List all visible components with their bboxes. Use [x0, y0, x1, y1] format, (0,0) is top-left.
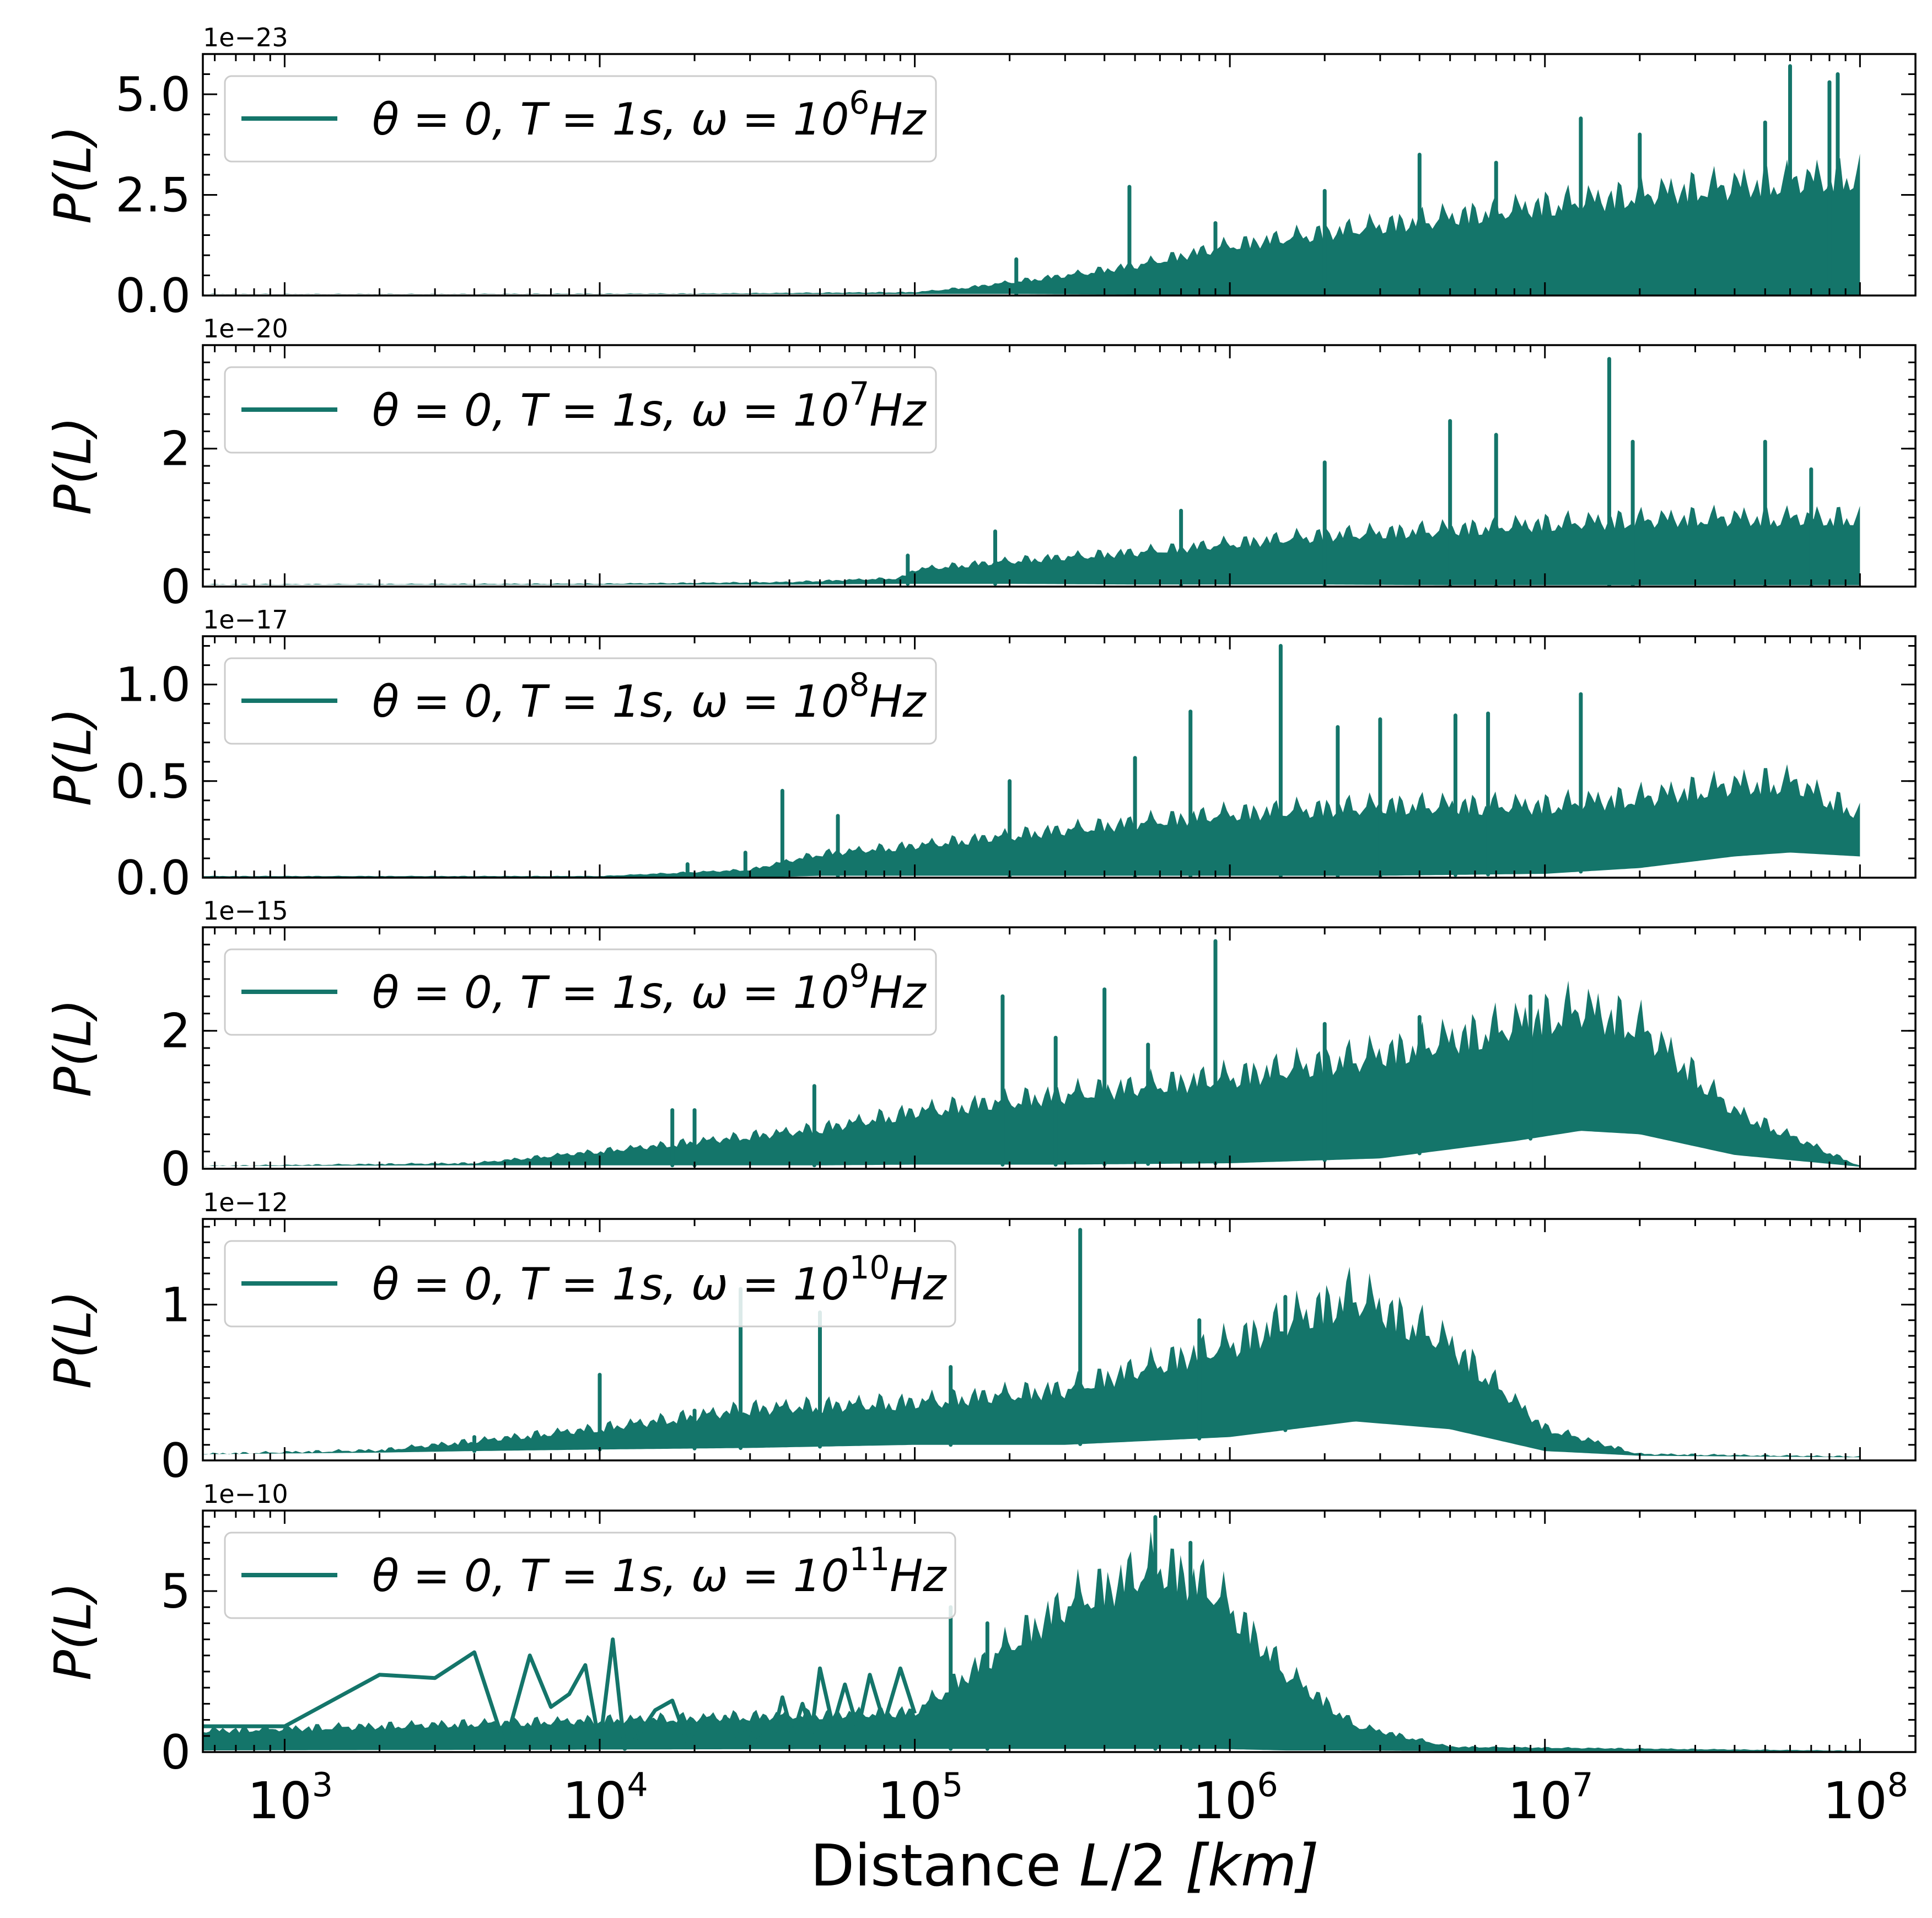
y-axis-label: P(L) — [44, 126, 103, 224]
axes-frame — [202, 1218, 1917, 1462]
offset-label: 1e−15 — [203, 896, 288, 926]
legend: θ = 0, T = 1s, ω = 1010Hz — [224, 1240, 956, 1328]
x-tick-label: 108 — [1823, 1766, 1908, 1830]
x-axis-label: Distance L/2 [km] — [810, 1832, 1319, 1899]
series-band — [203, 153, 1860, 296]
panel-6: 0 5 1e−10 P(L) θ = 0, T = 1s, ω = 1011Hz — [44, 1479, 1917, 1780]
legend-label: θ = 0, T = 1s, ω = 106Hz — [372, 84, 927, 145]
x-tick-label: 104 — [562, 1766, 648, 1830]
series-band — [203, 1266, 1860, 1458]
legend-box — [224, 366, 937, 454]
panel-3: 0.0 0.5 1.0 1e−17 P(L) θ = 0, T = 1s, ω = 108… — [44, 605, 1917, 906]
y-tick-label: 0.0 — [115, 268, 191, 324]
panel-4: 0 2 1e−15 P(L) θ = 0, T = 1s, ω = 109Hz — [44, 896, 1917, 1197]
legend-label: θ = 0, T = 1s, ω = 108Hz — [372, 666, 927, 727]
legend: θ = 0, T = 1s, ω = 1011Hz — [224, 1532, 956, 1619]
panel-1: 0.0 2.5 5.0 1e−23 P(L) θ = 0, T = 1s, ω = 106… — [44, 23, 1917, 324]
legend-box — [224, 948, 937, 1036]
legend-label: θ = 0, T = 1s, ω = 1011Hz — [372, 1540, 947, 1602]
axes-frame — [202, 635, 1917, 879]
panel-5: 0 1 1e−12 P(L) θ = 0, T = 1s, ω = 1010Hz — [44, 1188, 1917, 1489]
y-tick-label: 0 — [160, 1142, 191, 1197]
axes-frame — [202, 1509, 1917, 1753]
y-tick-label: 2 — [160, 1004, 191, 1059]
series-band — [203, 980, 1860, 1167]
offset-label: 1e−23 — [203, 23, 288, 52]
legend-label: θ = 0, T = 1s, ω = 107Hz — [372, 375, 927, 436]
series-band — [203, 504, 1860, 585]
plot-area — [203, 64, 1860, 296]
y-tick-label: 0 — [160, 1725, 191, 1780]
legend-box — [224, 1240, 956, 1328]
x-tick-label: 105 — [878, 1766, 963, 1830]
series-band — [203, 764, 1860, 878]
legend-box — [224, 657, 937, 745]
y-axis-label: P(L) — [44, 1582, 103, 1681]
y-tick-label: 2.5 — [115, 168, 191, 223]
x-tick-label: 103 — [247, 1766, 333, 1830]
y-tick-label: 0.5 — [115, 754, 191, 809]
series-line — [203, 1637, 917, 1751]
y-tick-label: 5 — [160, 1564, 191, 1619]
x-tick-label: 107 — [1508, 1766, 1593, 1830]
y-axis-label: P(L) — [44, 999, 103, 1098]
plot-area — [203, 939, 1860, 1168]
x-tick-label: 106 — [1193, 1766, 1278, 1830]
y-tick-label: 2 — [160, 422, 191, 477]
y-tick-label: 0 — [160, 1433, 191, 1489]
y-tick-label: 0 — [160, 560, 191, 615]
y-tick-label: 5.0 — [115, 67, 191, 122]
offset-label: 1e−20 — [203, 314, 288, 343]
y-tick-label: 0.0 — [115, 851, 191, 906]
legend-label: θ = 0, T = 1s, ω = 1010Hz — [372, 1249, 947, 1310]
legend: θ = 0, T = 1s, ω = 107Hz — [224, 366, 937, 454]
legend: θ = 0, T = 1s, ω = 108Hz — [224, 657, 937, 745]
legend: θ = 0, T = 1s, ω = 109Hz — [224, 948, 937, 1036]
y-tick-label: 1.0 — [115, 658, 191, 713]
series-band — [203, 1532, 1860, 1752]
y-axis-label: P(L) — [44, 708, 103, 807]
offset-label: 1e−12 — [203, 1188, 288, 1217]
legend: θ = 0, T = 1s, ω = 106Hz — [224, 75, 937, 163]
plot-area — [203, 1228, 1860, 1458]
offset-label: 1e−10 — [203, 1479, 288, 1509]
plot-area — [203, 357, 1860, 587]
plot-area — [203, 1515, 1860, 1752]
y-axis-label: P(L) — [44, 1291, 103, 1389]
legend-label: θ = 0, T = 1s, ω = 109Hz — [372, 957, 927, 1018]
panel-2: 0 2 1e−20 P(L) θ = 0, T = 1s, ω = 107Hz — [44, 314, 1917, 615]
y-tick-label: 1 — [160, 1277, 191, 1333]
y-axis-label: P(L) — [44, 417, 103, 515]
legend-box — [224, 1532, 956, 1619]
offset-label: 1e−17 — [203, 605, 288, 635]
plot-area — [203, 644, 1860, 878]
legend-box — [224, 75, 937, 163]
